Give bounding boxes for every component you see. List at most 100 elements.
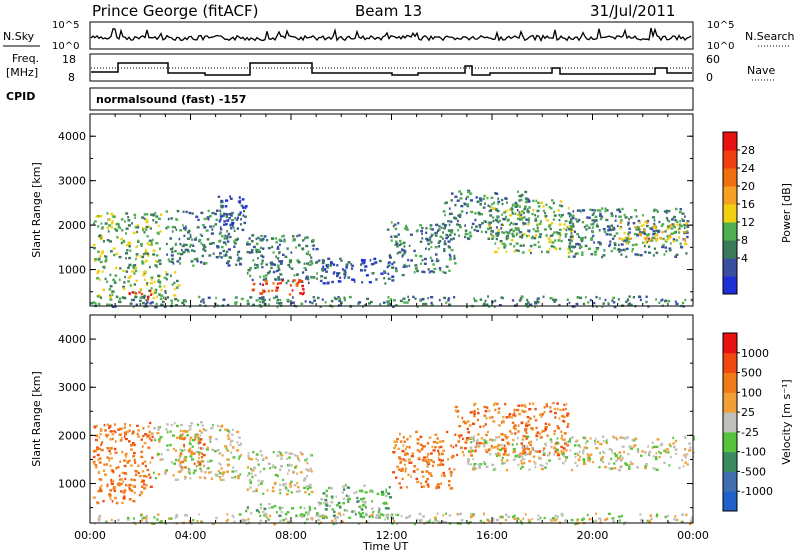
heatmap-cell xyxy=(419,299,422,302)
heatmap-cell xyxy=(510,239,514,242)
heatmap-cell xyxy=(175,436,179,440)
heatmap-cell xyxy=(114,451,118,454)
heatmap-cell xyxy=(684,298,687,302)
heatmap-cell xyxy=(243,221,247,225)
heatmap-cell xyxy=(619,221,623,224)
heatmap-cell xyxy=(536,209,540,213)
heatmap-cell xyxy=(570,468,573,472)
heatmap-cell xyxy=(670,455,672,459)
panel-frame xyxy=(89,314,694,524)
heatmap-cell xyxy=(538,450,541,453)
heatmap-cell xyxy=(418,450,421,453)
heatmap-cell xyxy=(560,430,563,433)
heatmap-cell xyxy=(313,244,315,247)
heatmap-cell xyxy=(504,402,507,406)
heatmap-cell xyxy=(354,513,357,516)
heatmap-cell xyxy=(684,215,686,218)
heatmap-cell xyxy=(503,434,507,437)
heatmap-cell xyxy=(529,440,533,443)
heatmap-cell xyxy=(482,197,486,201)
heatmap-cell xyxy=(692,438,695,441)
heatmap-cell xyxy=(563,432,567,435)
beam-title: Beam 13 xyxy=(355,2,422,20)
heatmap-cell xyxy=(237,213,241,216)
heatmap-cell xyxy=(520,467,522,470)
heatmap-cell xyxy=(119,460,122,463)
heatmap-cell xyxy=(363,501,367,504)
heatmap-cell xyxy=(272,270,276,274)
heatmap-cell xyxy=(405,301,409,304)
heatmap-cell xyxy=(518,412,522,416)
heatmap-cell xyxy=(122,287,126,290)
heatmap-cell xyxy=(613,305,617,309)
heatmap-cell xyxy=(97,302,101,306)
heatmap-cell xyxy=(149,281,153,285)
heatmap-cell xyxy=(439,269,442,272)
heatmap-cell xyxy=(472,410,475,414)
heatmap-cell xyxy=(545,462,548,465)
heatmap-cell xyxy=(296,481,299,485)
heatmap-cell xyxy=(181,244,185,248)
heatmap-cell xyxy=(497,202,500,205)
heatmap-cell xyxy=(398,482,401,485)
heatmap-cell xyxy=(437,449,440,453)
heatmap-cell xyxy=(208,471,211,474)
heatmap-cell xyxy=(152,522,156,525)
heatmap-cell xyxy=(399,461,402,465)
heatmap-cell xyxy=(283,482,287,486)
heatmap-cell xyxy=(400,461,403,464)
heatmap-cell xyxy=(252,282,256,286)
heatmap-cell xyxy=(137,471,140,475)
heatmap-cell xyxy=(334,297,338,301)
colorbar-tick-label: -100 xyxy=(741,446,766,459)
heatmap-cell xyxy=(489,221,492,224)
heatmap-cell xyxy=(604,298,607,302)
heatmap-cell xyxy=(420,447,424,451)
heatmap-cell xyxy=(645,224,649,228)
heatmap-cell xyxy=(96,424,98,428)
heatmap-cell xyxy=(683,223,687,227)
heatmap-cell xyxy=(430,301,433,305)
heatmap-cell xyxy=(392,519,396,522)
heatmap-cell xyxy=(102,288,105,291)
heatmap-cell xyxy=(234,301,238,304)
heatmap-cell xyxy=(396,252,399,255)
heatmap-cell xyxy=(454,409,458,412)
heatmap-cell xyxy=(495,250,498,254)
heatmap-cell xyxy=(157,473,161,476)
heatmap-cell xyxy=(226,513,229,516)
heatmap-cell xyxy=(500,447,504,450)
heatmap-cell xyxy=(128,292,131,295)
heatmap-cell xyxy=(190,450,193,453)
heatmap-cell xyxy=(587,216,591,219)
heatmap-cell xyxy=(511,232,514,236)
heatmap-cell xyxy=(435,253,438,256)
heatmap-cell xyxy=(496,215,499,218)
heatmap-cell xyxy=(105,255,108,258)
heatmap-cell xyxy=(119,226,122,230)
heatmap-cell xyxy=(639,513,642,516)
heatmap-cell xyxy=(156,295,159,298)
heatmap-cell xyxy=(549,297,553,300)
heatmap-cell xyxy=(681,219,685,222)
heatmap-cell xyxy=(264,279,268,283)
heatmap-cell xyxy=(520,442,524,445)
heatmap-cell xyxy=(157,513,160,516)
heatmap-cell xyxy=(531,402,535,405)
heatmap-cell xyxy=(93,462,96,465)
heatmap-cell xyxy=(254,474,257,477)
heatmap-cell xyxy=(129,275,132,278)
heatmap-region-8 xyxy=(386,221,457,277)
heatmap-cell xyxy=(306,462,309,465)
heatmap-cell xyxy=(416,442,420,445)
heatmap-cell xyxy=(199,476,202,479)
heatmap-cell xyxy=(483,414,487,417)
heatmap-cell xyxy=(135,245,138,249)
heatmap-cell xyxy=(158,259,162,262)
heatmap-cell xyxy=(178,457,181,460)
heatmap-cell xyxy=(549,406,552,409)
heatmap-cell xyxy=(470,454,474,457)
heatmap-cell xyxy=(569,235,572,238)
